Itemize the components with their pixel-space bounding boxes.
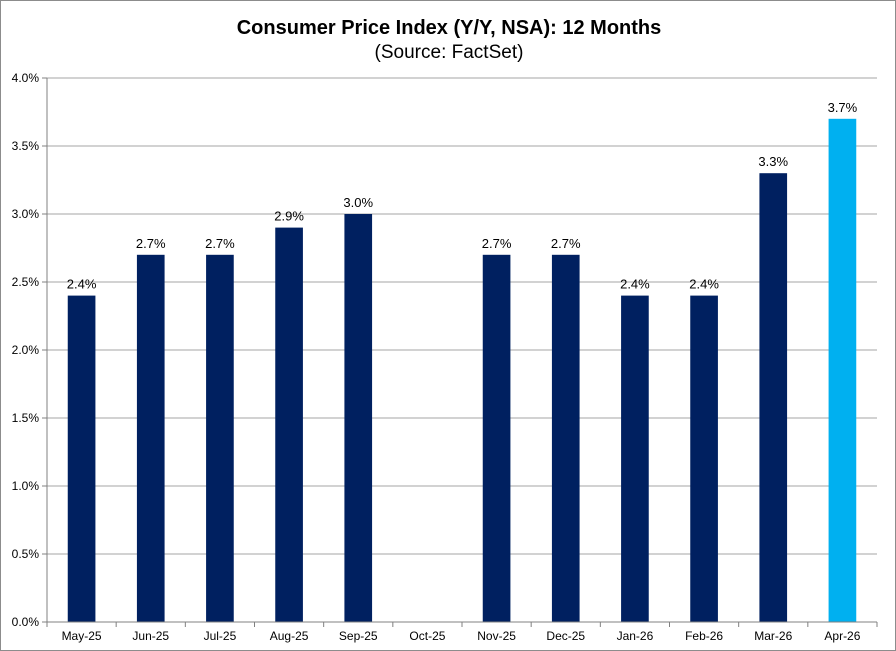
- y-tick-label: 2.5%: [12, 275, 40, 289]
- x-tick-label: Dec-25: [546, 629, 585, 643]
- x-tick-label: Sep-25: [339, 629, 378, 643]
- y-tick-label: 1.0%: [12, 479, 40, 493]
- bar-may-25: [67, 295, 96, 622]
- data-label: 2.4%: [67, 277, 97, 292]
- x-tick-label: Feb-26: [685, 629, 723, 643]
- data-label: 2.7%: [551, 236, 581, 251]
- bars: [67, 118, 857, 623]
- data-label: 3.7%: [828, 100, 858, 115]
- x-tick-label: Nov-25: [477, 629, 516, 643]
- x-tick-label: Jun-25: [132, 629, 169, 643]
- bar-apr-26: [828, 118, 857, 623]
- x-tick-label: Oct-25: [409, 629, 445, 643]
- y-tick-label: 1.5%: [12, 411, 40, 425]
- x-tick-label: Mar-26: [754, 629, 792, 643]
- data-label: 2.7%: [482, 236, 512, 251]
- data-label: 3.0%: [343, 195, 373, 210]
- bar-jun-25: [136, 254, 165, 623]
- bar-mar-26: [759, 173, 788, 622]
- x-tick-label: Jan-26: [617, 629, 654, 643]
- data-label: 2.4%: [620, 277, 650, 292]
- bar-jan-26: [621, 295, 649, 622]
- bar-sep-25: [344, 214, 373, 622]
- data-label: 2.7%: [136, 236, 166, 251]
- x-tick-label: Jul-25: [204, 629, 237, 643]
- y-tick-label: 2.0%: [12, 343, 40, 357]
- gridlines: [47, 77, 877, 555]
- data-label: 3.3%: [758, 154, 788, 169]
- data-label: 2.7%: [205, 236, 235, 251]
- bar-aug-25: [275, 227, 303, 622]
- bar-dec-25: [551, 254, 580, 623]
- x-tick-label: Apr-26: [824, 629, 860, 643]
- bar-feb-26: [690, 295, 718, 622]
- data-label: 2.9%: [274, 209, 304, 224]
- chart-title: Consumer Price Index (Y/Y, NSA): 12 Mont…: [237, 17, 662, 39]
- y-tick-label: 0.0%: [12, 615, 40, 629]
- x-axis-ticks: May-25 Jun-25 Jul-25 Aug-25 Sep-25 Oct-25 Nov-…: [46, 622, 878, 643]
- x-tick-label: May-25: [62, 629, 102, 643]
- x-tick-label: Aug-25: [270, 629, 309, 643]
- chart-subtitle: (Source: FactSet): [375, 42, 524, 63]
- y-tick-label: 3.5%: [12, 139, 40, 153]
- y-axis-ticks: 0.0% 0.5% 1.0% 1.5% 2.0% 2.5% 3.0% 3.5% 4.0%: [12, 71, 47, 629]
- bar-nov-25: [482, 254, 511, 623]
- y-tick-label: 4.0%: [12, 71, 40, 85]
- data-labels: 2.4% 2.7% 2.7% 2.9% 3.0% 2.7% 2.7% 2.4% 2.4% 3.3%…: [67, 100, 858, 292]
- y-tick-label: 0.5%: [12, 547, 40, 561]
- data-label: 2.4%: [689, 277, 719, 292]
- bar-jul-25: [206, 254, 234, 623]
- y-tick-label: 3.0%: [12, 207, 40, 221]
